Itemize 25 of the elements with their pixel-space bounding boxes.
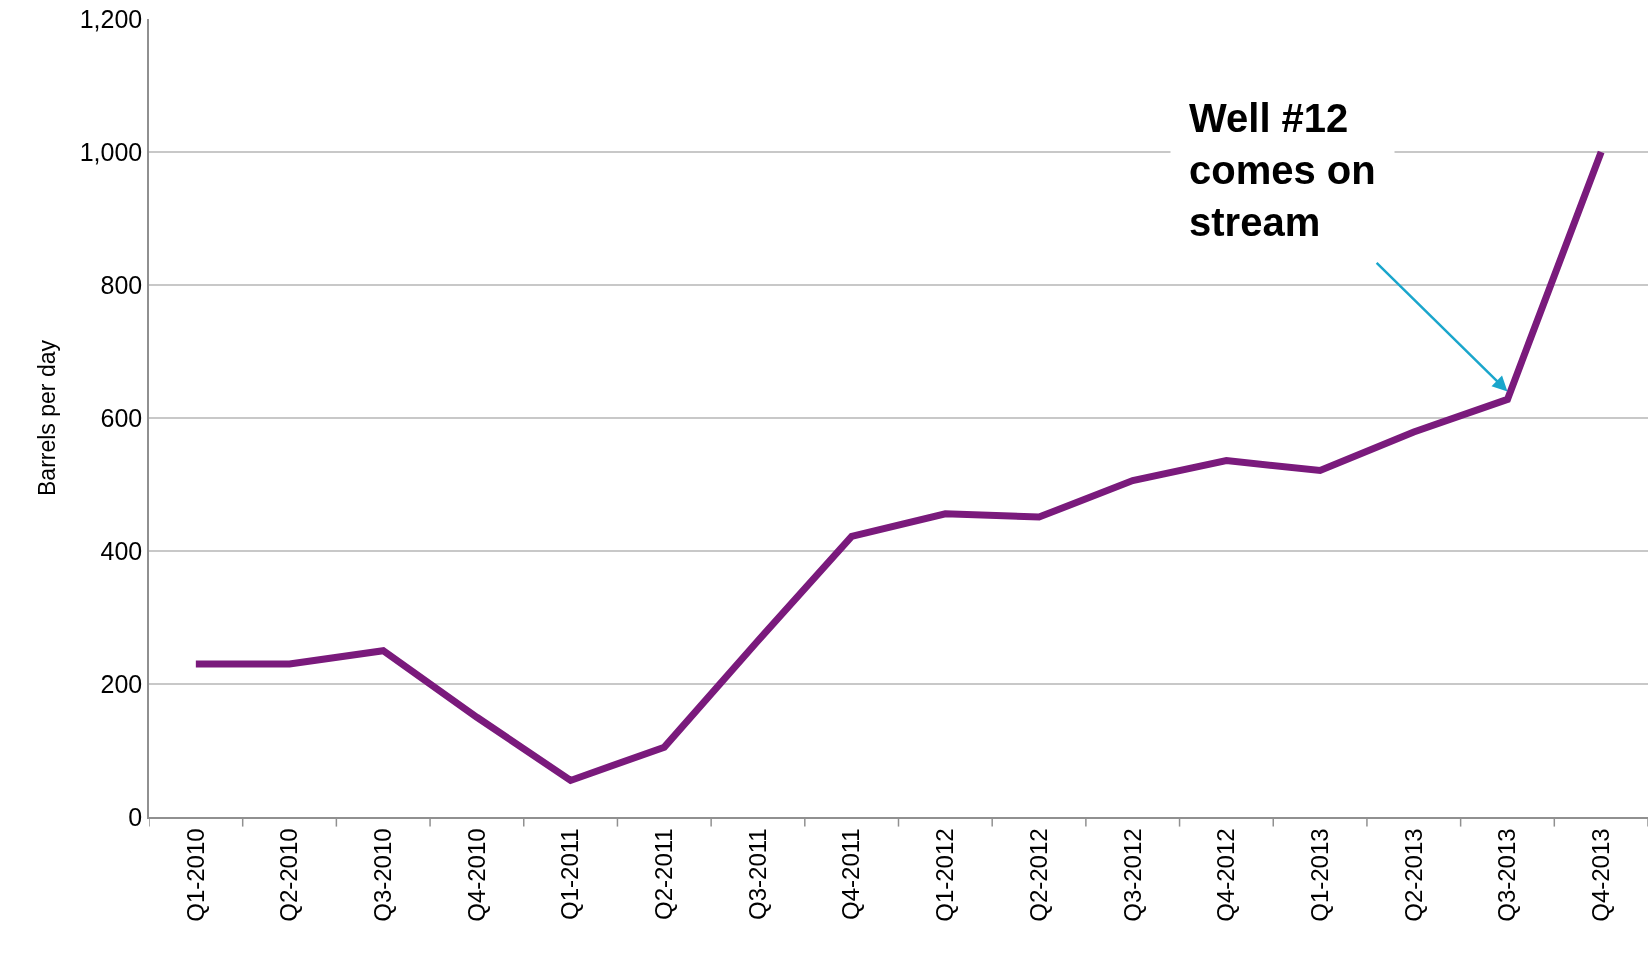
y-tick-label: 600 (100, 403, 143, 432)
x-tick-label: Q4-2013 (1586, 828, 1614, 922)
x-tick-label: Q3-2012 (1118, 828, 1146, 922)
x-tick-label: Q3-2013 (1493, 828, 1521, 922)
x-tick-label: Q1-2012 (931, 828, 959, 922)
x-tick-label: Q2-2011 (650, 828, 678, 920)
x-tick-label: Q1-2013 (1305, 828, 1333, 922)
x-tick-label: Q3-2010 (369, 828, 397, 922)
y-tick-label: 0 (128, 802, 143, 831)
x-tick-label: Q1-2011 (556, 828, 584, 920)
x-tick-label: Q3-2011 (743, 828, 771, 920)
x-tick-label: Q4-2012 (1212, 828, 1240, 922)
x-tick-label: Q2-2010 (275, 828, 303, 922)
x-tick-label: Q4-2011 (837, 828, 865, 920)
x-tick-label: Q2-2013 (1399, 828, 1427, 922)
y-tick-label: 800 (100, 270, 143, 299)
annotation: Well #12 comes on stream (1189, 96, 1376, 244)
y-tick-label: 400 (100, 536, 143, 565)
y-tick-label: 200 (100, 669, 143, 698)
x-tick-label: Q4-2010 (462, 828, 490, 922)
y-tick-label: 1,000 (79, 137, 143, 166)
y-tick-label: 1,200 (79, 4, 143, 33)
x-tick-label: Q2-2012 (1024, 828, 1052, 922)
x-tick-label: Q1-2010 (181, 828, 209, 922)
y-axis-title: Barrels per day (33, 339, 60, 496)
